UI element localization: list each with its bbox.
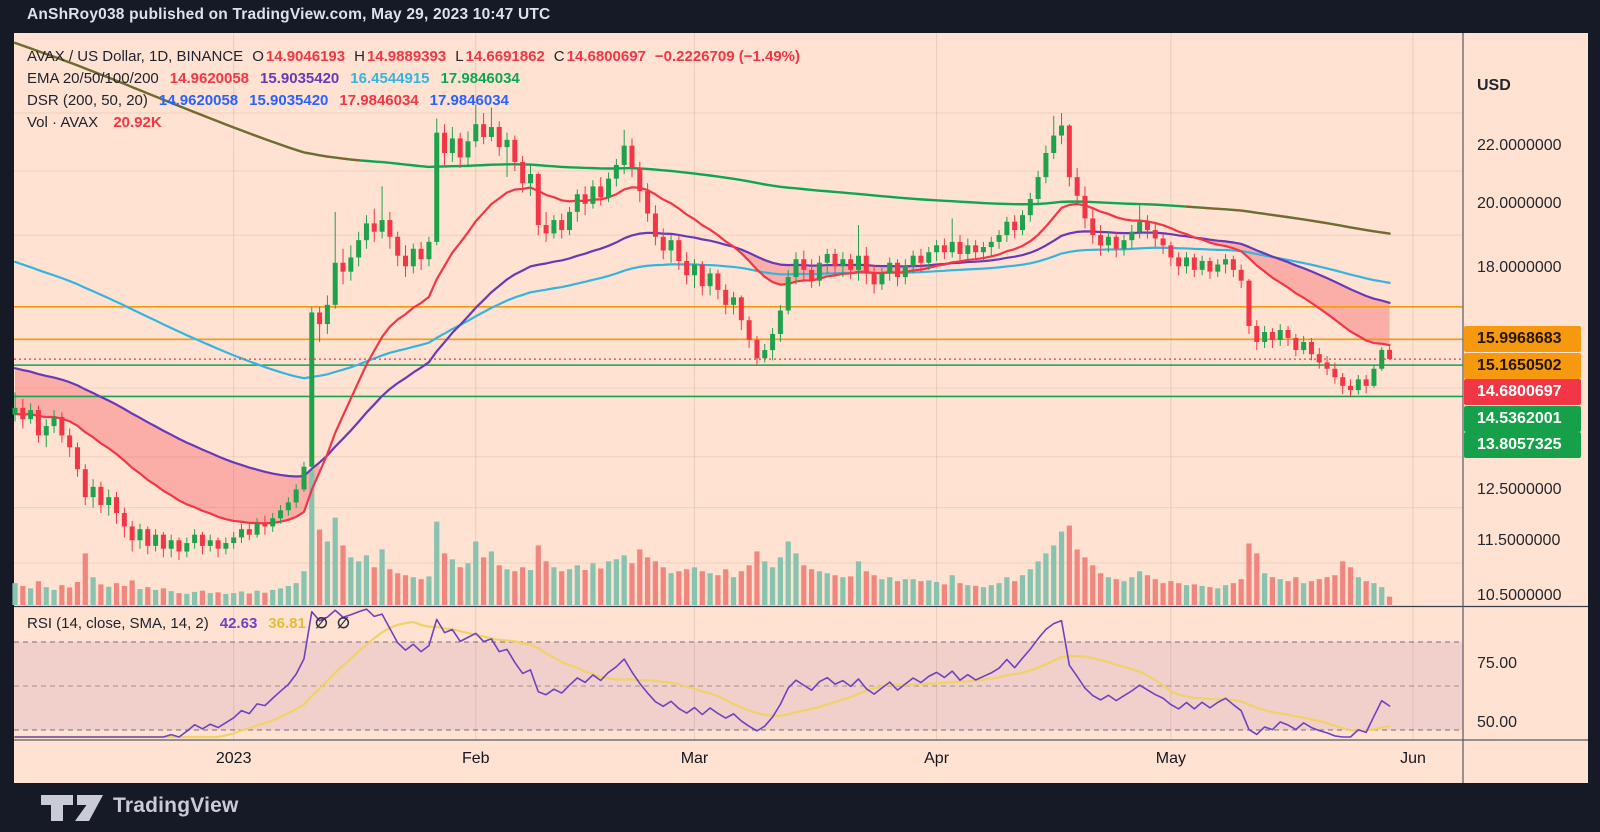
dsr-legend-row[interactable]: DSR (200, 50, 20) 14.9620058 15.9035420 17.… bbox=[27, 90, 800, 112]
rsi-title: RSI (14, close, SMA, 14, 2) bbox=[27, 615, 209, 632]
time-label-2023: 2023 bbox=[215, 750, 252, 767]
volume-legend-row[interactable]: Vol · AVAX 20.92K bbox=[27, 112, 800, 134]
price-badge: 14.5362001 bbox=[1464, 405, 1581, 432]
volume-value: 20.92K bbox=[113, 114, 162, 131]
dsr-title: DSR (200, 50, 20) bbox=[27, 92, 148, 109]
ohlc-value: 14.6691862 bbox=[465, 48, 545, 65]
price-badge: 15.1650502 bbox=[1464, 352, 1581, 379]
ohlc-key: L bbox=[455, 48, 464, 65]
time-label-mar: Mar bbox=[680, 750, 709, 767]
ohlc-value: 14.9889393 bbox=[366, 48, 447, 65]
brand-name[interactable]: TradingView bbox=[113, 794, 239, 817]
ema-value: 14.9620058 bbox=[169, 70, 250, 87]
rsi-legend-row[interactable]: RSI (14, close, SMA, 14, 2) 42.63 36.81 ∅ ∅ bbox=[27, 613, 350, 635]
price-tick: 20.0000000 bbox=[1477, 194, 1562, 212]
symbol-legend-row[interactable]: AVAX / US Dollar, 1D, BINANCE O 14.9046193… bbox=[27, 46, 800, 68]
ema-title: EMA 20/50/100/200 bbox=[27, 70, 159, 87]
price-tick: 12.5000000 bbox=[1477, 480, 1562, 498]
price-axis-unit: USD bbox=[1477, 77, 1511, 94]
price-chart-canvas[interactable] bbox=[0, 33, 1600, 783]
ohlc-key: C bbox=[553, 48, 565, 65]
volume-title: Vol · AVAX bbox=[27, 114, 99, 131]
dsr-value: 15.9035420 bbox=[249, 92, 329, 109]
ema-legend-row[interactable]: EMA 20/50/100/200 14.9620058 15.9035420 16.… bbox=[27, 68, 800, 90]
time-label-may: May bbox=[1155, 750, 1186, 767]
ema-value: 17.9846034 bbox=[440, 70, 520, 87]
footer-bar: TradingView bbox=[0, 783, 1600, 832]
dsr-value: 14.9620058 bbox=[158, 92, 239, 109]
dsr-value: 17.9846034 bbox=[429, 92, 509, 109]
time-label-apr: Apr bbox=[924, 750, 950, 767]
time-label-feb: Feb bbox=[461, 750, 490, 767]
rsi-value: 42.63 bbox=[219, 615, 258, 632]
dsr-value: 17.9846034 bbox=[339, 92, 419, 109]
ema-value: 16.4544915 bbox=[350, 70, 430, 87]
price-tick: 22.0000000 bbox=[1477, 137, 1562, 154]
title-bar: AnShRoy038 published on TradingView.com,… bbox=[0, 0, 1600, 33]
time-label-jun: Jun bbox=[1400, 750, 1426, 767]
plot-background bbox=[14, 33, 1588, 783]
rsi-legend: RSI (14, close, SMA, 14, 2) 42.63 36.81 ∅ ∅ bbox=[27, 613, 350, 635]
empty-set-icon[interactable]: ∅ bbox=[336, 615, 350, 632]
publish-caption: AnShRoy038 published on TradingView.com,… bbox=[27, 6, 551, 23]
price-tick: 18.0000000 bbox=[1477, 259, 1562, 277]
chart-stage: AVAX / US Dollar, 1D, BINANCE O 14.9046193… bbox=[0, 33, 1600, 783]
rsi-value: 36.81 bbox=[268, 615, 306, 632]
ema-value: 15.9035420 bbox=[260, 70, 340, 87]
ohlc-key: H bbox=[354, 48, 365, 65]
price-badge: 15.9968683 bbox=[1464, 326, 1581, 353]
ohlc-value: 14.6800697 bbox=[566, 48, 646, 65]
symbol-title: AVAX / US Dollar, 1D, BINANCE bbox=[27, 48, 244, 65]
price-tick: 10.5000000 bbox=[1477, 587, 1562, 604]
main-legend: AVAX / US Dollar, 1D, BINANCE O 14.9046193… bbox=[27, 46, 800, 134]
price-badge: 14.6800697 bbox=[1464, 379, 1581, 406]
tradingview-logo-icon[interactable] bbox=[40, 794, 104, 822]
price-tick: 11.5000000 bbox=[1477, 531, 1561, 549]
empty-set-icon[interactable]: ∅ bbox=[314, 615, 328, 632]
price-badge: 13.8057325 bbox=[1464, 432, 1581, 459]
rsi-tick: 75.00 bbox=[1477, 655, 1518, 672]
ohlc-value: 14.9046193 bbox=[265, 48, 346, 65]
change-value: −0.2226709 (−1.49%) bbox=[654, 48, 801, 65]
ohlc-key: O bbox=[252, 48, 264, 65]
rsi-tick: 50.00 bbox=[1477, 714, 1518, 731]
